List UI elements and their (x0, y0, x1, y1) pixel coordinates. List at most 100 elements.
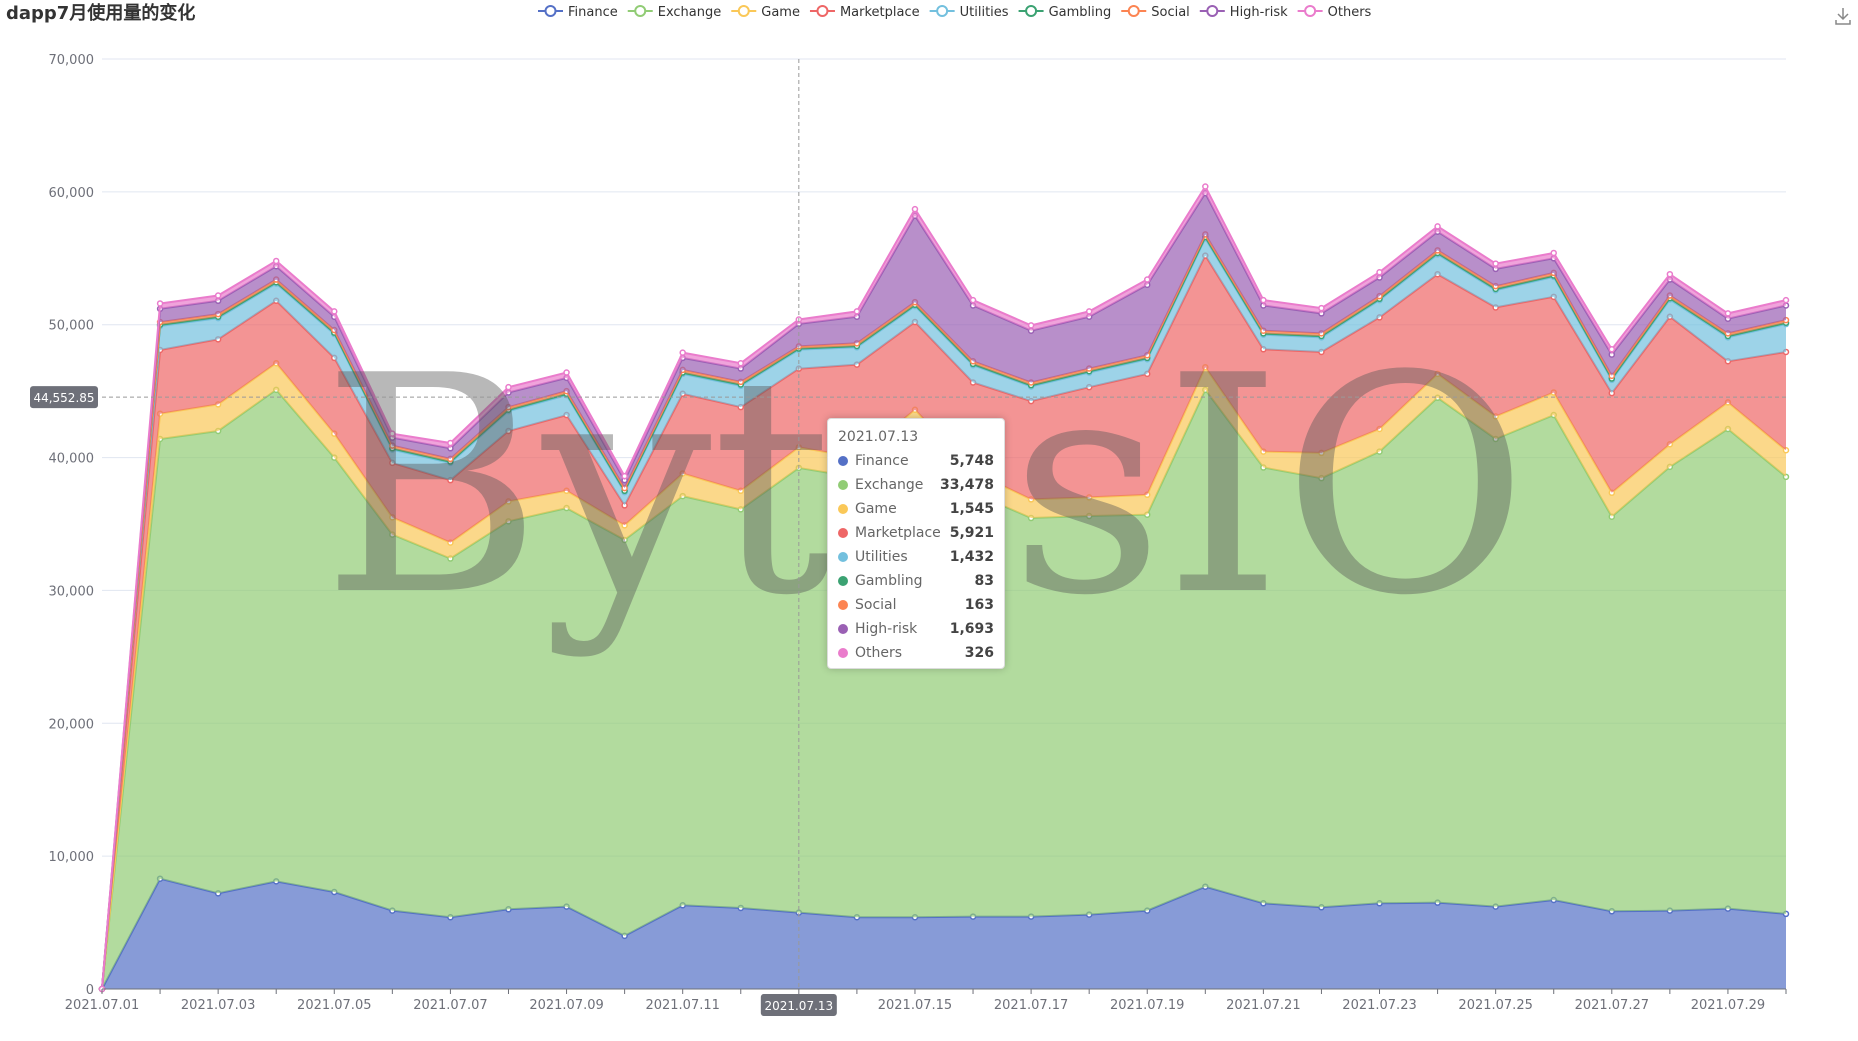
tooltip-row-game: Game 1,545 (838, 497, 994, 521)
download-icon[interactable] (1834, 6, 1852, 26)
legend-label: Social (1151, 5, 1190, 20)
legend-item-finance[interactable]: Finance (538, 5, 618, 20)
point-others[interactable] (447, 439, 454, 447)
tooltip-series-value: 326 (964, 645, 994, 661)
area-high-risk (102, 193, 1786, 989)
legend-label: Exchange (658, 5, 722, 20)
legend-item-others[interactable]: Others (1297, 5, 1372, 20)
tooltip-row-social: Social 163 (838, 593, 994, 617)
legend-item-marketplace[interactable]: Marketplace (809, 5, 920, 20)
y-tick-label: 50,000 (49, 319, 95, 334)
tooltip-series-value: 1,432 (949, 549, 994, 565)
tooltip-row-marketplace: Marketplace 5,921 (838, 521, 994, 545)
tooltip-dot (838, 600, 848, 610)
point-others[interactable] (563, 369, 570, 376)
point-others[interactable] (969, 296, 977, 304)
point-others[interactable] (853, 308, 861, 315)
legend[interactable]: Finance Exchange Game Marketplace Utilities G… (538, 5, 1372, 20)
y-tick-label: 70,000 (49, 53, 95, 68)
tooltip-dot (838, 456, 848, 466)
point-others[interactable] (1492, 260, 1499, 267)
point-others[interactable] (1608, 346, 1616, 353)
pointer-y-label: 44,552.85 (33, 391, 94, 405)
line-finance (101, 877, 1787, 990)
point-others[interactable] (1318, 304, 1325, 312)
point-others[interactable] (505, 383, 512, 391)
x-tick-label: 2021.07.17 (994, 998, 1068, 1013)
x-tick-label: 2021.07.01 (65, 998, 139, 1013)
tooltip-series-value: 1,693 (949, 621, 994, 637)
point-others[interactable] (1550, 249, 1557, 257)
legend-marker (1025, 5, 1038, 17)
point-others[interactable] (1434, 223, 1441, 230)
point-others[interactable] (1782, 296, 1790, 304)
y-tick-label: 20,000 (49, 717, 95, 732)
area-marketplace (102, 255, 1786, 990)
area-exchange (102, 389, 1786, 989)
y-tick-label: 30,000 (49, 584, 95, 599)
tooltip-series-value: 1,545 (949, 501, 994, 517)
tooltip-series-name: Exchange (855, 477, 924, 493)
point-others[interactable] (331, 308, 338, 315)
tooltip-series-name: Others (855, 645, 903, 661)
y-tick-label: 10,000 (49, 850, 95, 865)
point-others[interactable] (1376, 268, 1383, 276)
point-others[interactable] (737, 359, 745, 367)
legend-marker (1127, 5, 1140, 17)
point-others[interactable] (1143, 276, 1151, 283)
legend-item-game[interactable]: Game (731, 5, 800, 20)
legend-item-utilities[interactable]: Utilities (929, 5, 1009, 20)
tooltip-series-name: High-risk (855, 621, 918, 637)
point-others[interactable] (214, 292, 222, 299)
point-others[interactable] (389, 430, 396, 437)
tooltip-dot (838, 576, 848, 586)
y-tick-label: 0 (86, 983, 94, 998)
area-utilities (102, 238, 1786, 989)
point-others[interactable] (1085, 308, 1093, 315)
legend-label: Marketplace (840, 5, 920, 20)
point-others[interactable] (1027, 322, 1035, 329)
series-areas (98, 183, 1790, 993)
point-others[interactable] (1666, 270, 1674, 278)
tooltip-row-exchange: Exchange 33,478 (838, 473, 994, 497)
area-others (102, 186, 1786, 989)
point-others[interactable] (272, 257, 280, 265)
legend-label: Utilities (960, 5, 1009, 20)
point-others[interactable] (621, 472, 628, 480)
tooltip-series-name: Finance (855, 453, 909, 469)
x-tick-label: 2021.07.25 (1458, 998, 1532, 1013)
legend-item-social[interactable]: Social (1121, 5, 1190, 20)
point-others[interactable] (1724, 310, 1732, 317)
legend-label: High-risk (1230, 5, 1288, 20)
x-tick-label: 2021.07.23 (1342, 998, 1416, 1013)
legend-label: Gambling (1049, 5, 1112, 20)
x-tick-label: 2021.07.21 (1226, 998, 1300, 1013)
y-axis: 0 10,000 20,000 30,000 40,000 50,000 60,000 70,… (49, 53, 95, 998)
tooltip-rows: Finance 5,748 Exchange 33,478 Game 1,545 Marke… (838, 449, 994, 665)
legend-item-exchange[interactable]: Exchange (627, 5, 722, 20)
legend-marker (634, 5, 647, 17)
x-tick-label: 2021.07.05 (297, 998, 371, 1013)
tooltip-dot (838, 552, 848, 562)
tooltip-series-value: 5,921 (949, 525, 994, 541)
pointer-y-label-box (30, 386, 98, 409)
axis-pointer: 44,552.85 2021.07.13 (30, 59, 1786, 1016)
point-others[interactable] (911, 205, 919, 213)
legend-label: Game (761, 5, 800, 20)
legend-marker (737, 5, 750, 17)
legend-marker (1304, 5, 1317, 17)
x-tick-label: 2021.07.19 (1110, 998, 1184, 1013)
legend-item-high-risk[interactable]: High-risk (1199, 5, 1288, 20)
chart-title: dapp7月使用量的变化 (6, 2, 195, 24)
point-others[interactable] (156, 300, 164, 307)
tooltip-dot (838, 504, 848, 514)
x-tick-label: 2021.07.29 (1691, 998, 1765, 1013)
x-tick-label: 2021.07.27 (1575, 998, 1649, 1013)
x-axis: 2021.07.01 2021.07.03 2021.07.05 2021.07.07… (65, 988, 1787, 1013)
area-finance (102, 878, 1786, 989)
point-others[interactable] (1260, 296, 1267, 304)
point-others[interactable] (679, 349, 686, 356)
legend-item-gambling[interactable]: Gambling (1018, 5, 1112, 20)
point-others[interactable] (1202, 183, 1209, 190)
y-tick-label: 40,000 (49, 452, 95, 467)
